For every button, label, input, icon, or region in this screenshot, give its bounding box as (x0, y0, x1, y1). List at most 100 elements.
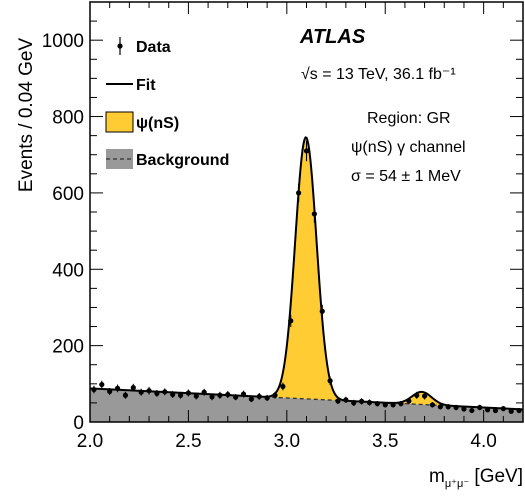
data-point-marker (193, 393, 199, 399)
signal-fill (90, 137, 523, 410)
data-point (91, 385, 97, 394)
x-axis-label: mμ⁺μ⁻ [GeV] (429, 466, 523, 490)
data-point-marker (453, 404, 459, 411)
data-point (414, 391, 420, 399)
annotation-sigma: σ = 54 ± 1 MeV (351, 168, 461, 185)
data-point (217, 391, 223, 399)
data-point-marker (107, 388, 113, 395)
data-point-marker (327, 378, 333, 384)
data-point (240, 390, 247, 398)
legend-item-data: Data (117, 37, 171, 56)
y-tick-label: 600 (52, 184, 84, 205)
data-point-marker (201, 389, 207, 395)
data-point-marker (484, 407, 491, 413)
x-axis-label-main: m (429, 466, 445, 487)
energy-label: √s = 13 TeV, 36.1 fb⁻¹ (301, 66, 456, 83)
data-point-marker (508, 408, 514, 414)
data-point-marker (421, 393, 428, 399)
data-point-marker (240, 391, 247, 397)
data-point (398, 401, 404, 407)
x-tick-label: 4.0 (470, 431, 496, 452)
data-point-marker (359, 398, 365, 404)
signal-fill-layer (90, 137, 523, 410)
legend-data-marker (117, 43, 123, 49)
x-axis-label-sub: μ⁺μ⁻ (445, 478, 469, 490)
legend-label-signal: ψ(nS) (136, 115, 179, 132)
data-point-marker (162, 389, 168, 395)
data-point-marker (437, 404, 443, 410)
legend-label-data: Data (136, 39, 171, 56)
data-point-marker (366, 399, 373, 406)
y-axis-label: Events / 0.04 GeV (16, 38, 37, 193)
data-point (146, 386, 152, 395)
legend-signal-swatch (105, 111, 134, 133)
data-point (421, 392, 428, 400)
data-point-marker (233, 394, 239, 400)
data-point (296, 183, 302, 203)
data-point (351, 399, 357, 406)
x-tick-label: 3.0 (274, 431, 300, 452)
data-point (516, 407, 522, 414)
data-point-marker (445, 404, 451, 410)
data-point (335, 397, 341, 405)
legend-label-fit: Fit (136, 77, 156, 94)
data-point (233, 394, 239, 401)
data-point (193, 392, 199, 400)
data-point-marker (146, 388, 152, 394)
data-point-marker (516, 407, 522, 414)
data-point (343, 396, 349, 403)
y-tick-label: 400 (52, 260, 84, 281)
data-point (99, 380, 105, 389)
data-point (256, 392, 262, 400)
fit-line (89, 136, 524, 411)
data-point (390, 402, 396, 408)
x-axis-label-unit: [GeV] (469, 466, 523, 487)
data-point (154, 389, 160, 397)
data-point-marker (185, 390, 192, 396)
legend: Data Fit ψ(nS) Background (105, 37, 229, 169)
data-point (170, 391, 176, 398)
data-point-marker (264, 395, 270, 401)
fit-line-layer (89, 136, 524, 411)
plot-frame-layer: 2.0 2.5 3.0 3.5 4.0 0 200 400 600 800 1000 (42, 1, 524, 452)
data-point-marker (122, 392, 129, 398)
data-point (429, 402, 436, 408)
data-point-marker (429, 402, 436, 408)
data-points-layer (91, 140, 522, 414)
data-point-marker (390, 402, 396, 408)
data-point-marker (248, 396, 254, 402)
data-point-marker (209, 394, 215, 400)
data-point-marker (130, 385, 136, 391)
legend-background-swatch (106, 149, 133, 169)
x-tick-label: 3.5 (372, 431, 398, 452)
data-point (382, 402, 388, 408)
y-tick-label: 1000 (42, 31, 84, 52)
legend-label-background: Background (136, 152, 229, 169)
data-point (508, 408, 514, 414)
data-point-marker (91, 386, 97, 393)
data-point (201, 388, 207, 396)
data-point (264, 394, 270, 401)
data-point-marker (492, 407, 499, 414)
data-point (177, 391, 184, 399)
data-point (374, 401, 380, 407)
data-point (225, 391, 231, 398)
data-point (327, 376, 333, 385)
data-point-marker (280, 383, 286, 390)
data-point (209, 393, 215, 401)
data-point-marker (217, 392, 223, 398)
experiment-label: ATLAS (299, 26, 366, 48)
data-point (406, 397, 412, 405)
data-point (185, 389, 192, 397)
data-point-marker (461, 406, 467, 412)
data-point-marker (406, 398, 412, 404)
data-point-marker (343, 397, 349, 403)
data-point-marker (170, 391, 176, 398)
data-point-marker (177, 392, 184, 398)
data-point (130, 383, 136, 392)
data-point-marker (351, 400, 357, 406)
data-point-marker (382, 402, 388, 408)
annotation-region: Region: GR (367, 110, 451, 127)
data-point-marker (303, 148, 310, 154)
